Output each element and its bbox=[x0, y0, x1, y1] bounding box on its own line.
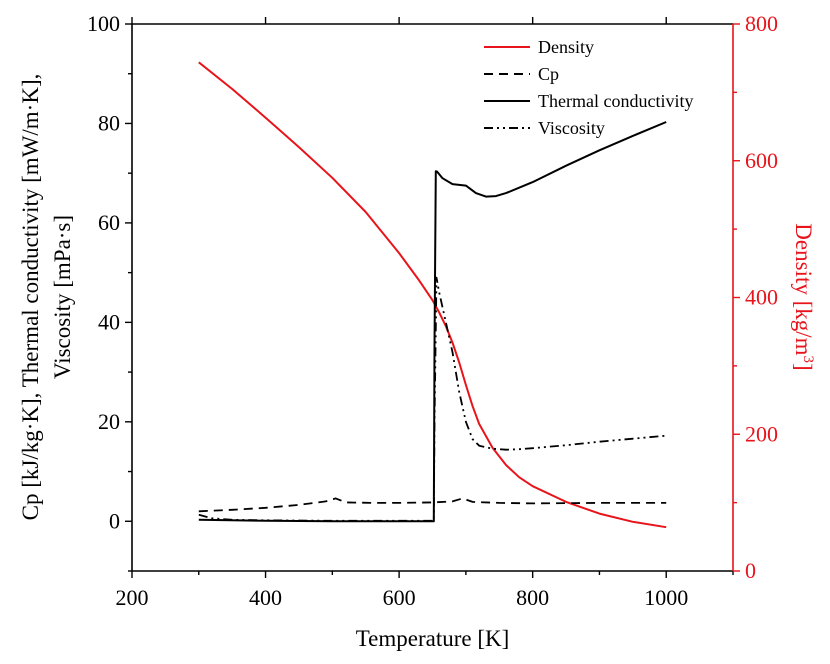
legend-label-thermal-conductivity: Thermal conductivity bbox=[538, 91, 693, 111]
series-line-cp bbox=[198, 497, 667, 513]
legend: Density Cp Thermal conductivity Viscosity bbox=[484, 37, 693, 138]
y-right-axis-title-main: Density [kg/m bbox=[791, 223, 816, 355]
series-line-density bbox=[198, 61, 667, 529]
y-left-tick-label: 100 bbox=[87, 11, 120, 36]
series-line-thermal-conductivity bbox=[198, 121, 667, 523]
y-right-tick-label: 800 bbox=[745, 11, 778, 36]
y-right-tick-label: 200 bbox=[745, 421, 778, 446]
axes-layer: 200 400 600 800 1000020406080100020040060080… bbox=[87, 11, 778, 610]
x-tick-label: 1000 bbox=[644, 585, 688, 610]
x-tick-label: 800 bbox=[516, 585, 549, 610]
y-right-tick-label: 600 bbox=[745, 148, 778, 173]
series-line-viscosity bbox=[198, 276, 667, 522]
y-right-axis-title: Density [kg/m3] bbox=[791, 223, 816, 370]
x-axis-title: Temperature [K] bbox=[356, 626, 510, 651]
y-right-axis-title-end: ] bbox=[791, 363, 816, 371]
series-layer bbox=[198, 61, 667, 529]
y-left-tick-label: 60 bbox=[98, 210, 120, 235]
legend-label-density: Density bbox=[538, 37, 594, 57]
y-right-axis-title-superscript: 3 bbox=[800, 356, 816, 364]
y-left-axis-title-line-1: Cp [kJ/kg·K], Thermal conductivity [mW/m… bbox=[18, 74, 43, 521]
x-tick-label: 400 bbox=[249, 585, 282, 610]
y-left-tick-label: 0 bbox=[109, 508, 120, 533]
y-right-tick-label: 400 bbox=[745, 285, 778, 310]
y-left-axis-title: Cp [kJ/kg·K], Thermal conductivity [mW/m… bbox=[18, 74, 75, 521]
y-left-axis-title-line-2: Viscosity [mPa·s] bbox=[50, 215, 75, 379]
y-left-tick-label: 20 bbox=[98, 409, 120, 434]
x-tick-label: 600 bbox=[383, 585, 416, 610]
x-tick-label: 200 bbox=[116, 585, 149, 610]
y-left-tick-label: 40 bbox=[98, 309, 120, 334]
y-left-tick-label: 80 bbox=[98, 110, 120, 135]
axis-titles: Temperature [K] Cp [kJ/kg·K], Thermal con… bbox=[18, 74, 816, 651]
legend-label-viscosity: Viscosity bbox=[538, 118, 605, 138]
y-right-tick-label: 0 bbox=[745, 558, 756, 583]
legend-label-cp: Cp bbox=[538, 64, 559, 84]
